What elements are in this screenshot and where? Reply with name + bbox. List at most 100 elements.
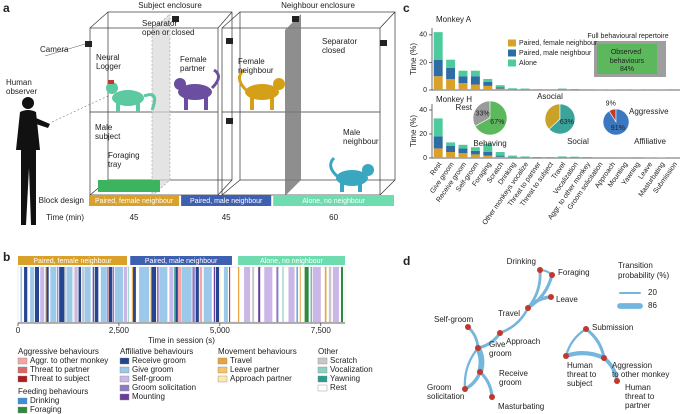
label: Male neighbour	[343, 128, 379, 146]
pie-category-label: Asocial	[537, 92, 563, 101]
node	[489, 394, 495, 400]
transition-edge	[466, 325, 480, 350]
behaviour-bout	[199, 267, 203, 322]
label-line: Transition	[618, 261, 655, 270]
label-line: Leave	[556, 295, 578, 304]
enclosure-label: Neighbour enclosure	[281, 1, 355, 10]
bar-segment	[483, 78, 493, 82]
label-line: Logger	[96, 62, 121, 71]
bar-segment	[446, 142, 456, 146]
behaviour-bout	[127, 267, 129, 322]
behaviour-bout	[108, 267, 113, 322]
behaviour-bout	[280, 267, 283, 322]
block-bar	[273, 195, 394, 206]
legend-swatch	[17, 406, 28, 414]
legend-swatch	[119, 357, 130, 365]
behaviour-bout	[276, 267, 279, 322]
behaviour-bout	[192, 267, 195, 322]
node-label: Leave	[556, 295, 578, 304]
behaviour-bout	[100, 267, 107, 322]
edge	[379, 179, 396, 196]
separator-open	[151, 13, 171, 197]
bar-segment	[446, 152, 456, 158]
label-line: Human	[6, 78, 34, 87]
label-line: subject	[95, 132, 121, 141]
x-tick-label: 0	[16, 326, 21, 335]
transition-edge	[526, 295, 553, 310]
observed-label: Observed behaviours	[610, 49, 645, 65]
legend-title: Transition probability (%)	[618, 261, 669, 280]
behaviour-bout	[244, 267, 251, 322]
pie-slice	[472, 100, 491, 127]
x-tick-label: 7,500	[311, 326, 332, 335]
block-duration: 45	[130, 213, 139, 222]
node	[601, 355, 607, 361]
bar-segment	[458, 76, 468, 84]
behaviour-bout	[123, 267, 127, 322]
observed-box	[597, 44, 657, 74]
label: Separator closed	[322, 37, 359, 55]
transition-edge	[463, 370, 482, 391]
legend-group-title: Other	[318, 347, 338, 356]
label-line: Female	[180, 55, 209, 64]
transition-edge	[478, 370, 494, 399]
pie-value-label: 67%	[490, 119, 504, 126]
legend-label: Threat to partner	[30, 365, 90, 374]
label-line: neighbour	[238, 66, 274, 75]
behaviour-bout	[40, 267, 45, 322]
legend-swatch	[119, 384, 130, 392]
head	[273, 78, 285, 90]
head	[106, 82, 118, 94]
label: Male subject	[95, 123, 121, 141]
behaviour-bout	[332, 267, 339, 322]
legend-group-title: Movement behaviours	[218, 347, 297, 356]
legend-swatch	[217, 375, 228, 383]
separator-closed	[285, 14, 301, 196]
label-line: Masturbating	[498, 402, 544, 411]
block-bar	[181, 195, 272, 206]
pie-value-label: 9%	[606, 101, 616, 108]
behaviour-bout	[219, 267, 221, 322]
block-bar	[89, 195, 180, 206]
transition-edge	[563, 351, 607, 361]
panel-label: b	[3, 250, 10, 264]
behaviour-bout	[20, 267, 23, 322]
label-line: Neural	[96, 53, 122, 62]
male-subject-monkey	[106, 82, 157, 112]
transition-edge	[498, 306, 530, 335]
y-tick-label: 20	[419, 131, 427, 138]
bar-segment	[458, 70, 468, 77]
y-tick-label: 40	[419, 32, 427, 39]
legend-value: 86	[648, 301, 657, 310]
legend-label: Scratch	[330, 356, 357, 365]
camera-icon	[226, 118, 233, 124]
limb	[204, 96, 208, 110]
legend-swatch	[217, 357, 228, 365]
observed-share: 84%	[620, 66, 634, 73]
label-line: partner	[180, 64, 206, 73]
node	[548, 294, 554, 300]
bar-segment	[483, 143, 493, 152]
gaze-line	[51, 94, 111, 123]
block-header	[238, 256, 345, 265]
behaviour-bout	[107, 267, 109, 322]
bar-segment	[520, 89, 530, 90]
pie-value-label: 91%	[611, 125, 625, 132]
bar-segment	[433, 118, 443, 137]
behaviour-bout	[174, 267, 176, 322]
behaviour-bout	[264, 267, 273, 322]
label: Foraging tray	[108, 151, 142, 169]
legend-swatch	[317, 357, 328, 365]
node-label: Self-groom	[434, 315, 473, 324]
legend-label: Aggr. to other monkey	[30, 356, 108, 365]
pie-slice	[474, 100, 508, 136]
foraging-tray	[98, 180, 160, 192]
behaviour-bout	[45, 267, 47, 322]
behaviour-bout	[74, 267, 78, 322]
label-line: Foraging	[558, 268, 590, 277]
behaviour-bout	[258, 267, 261, 322]
legend-label: Mounting	[132, 392, 165, 401]
bar-segment	[458, 83, 468, 90]
legend-swatch	[508, 59, 516, 67]
node-label: Travel	[498, 309, 520, 318]
